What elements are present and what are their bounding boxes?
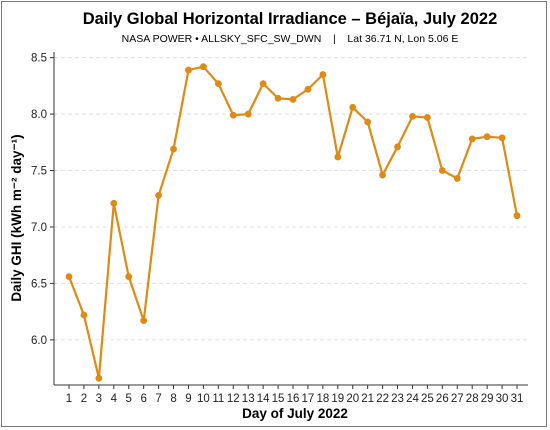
x-tick-label: 12	[227, 393, 240, 405]
y-tick-label: 7.5	[31, 166, 47, 178]
data-point	[364, 118, 372, 126]
x-tick-labels: 1 2 3 4 5 6 7 8 9 10 11 12 13 14 15 16 17 18 19 20 21 22 23 24 2…	[66, 393, 524, 405]
x-tick-label: 19	[331, 393, 344, 405]
y-axis-title: Daily GHI (kWh m⁻² day⁻¹)	[9, 134, 24, 301]
data-point	[214, 80, 222, 88]
data-point	[379, 171, 386, 179]
x-tick-label: 10	[197, 393, 210, 405]
y-tick-label: 7.0	[31, 222, 47, 234]
y-tick-label: 6.5	[31, 278, 47, 290]
x-tick-label: 23	[391, 393, 404, 405]
y-tick-label: 8.0	[31, 109, 47, 121]
data-point	[110, 199, 118, 207]
x-tick-label: 24	[406, 393, 419, 405]
x-tick-label: 17	[302, 393, 315, 405]
x-tick-label: 26	[436, 393, 449, 405]
data-point	[409, 112, 416, 120]
x-tick-label: 9	[185, 393, 191, 405]
data-point	[453, 175, 461, 182]
data-point	[304, 85, 312, 93]
data-point	[424, 114, 431, 121]
y-tick-label: 8.5	[31, 53, 47, 65]
series-ghi	[65, 63, 521, 382]
data-point	[244, 110, 252, 118]
y-tick-label: 6.0	[31, 335, 47, 347]
data-point	[468, 135, 476, 143]
x-tick-label: 13	[242, 393, 255, 405]
chart-title: Daily Global Horizontal Irradiance – Béj…	[83, 10, 498, 28]
data-point	[65, 273, 73, 281]
x-tick-label: 16	[287, 393, 300, 405]
y-tick-labels: 6.0 6.5 7.0 7.5 8.0 8.5	[31, 53, 47, 347]
x-tick-label: 15	[272, 393, 285, 405]
data-point	[334, 153, 342, 161]
data-point	[438, 167, 446, 174]
x-tick-label: 8	[170, 393, 176, 405]
x-tick-label: 1	[66, 393, 72, 405]
x-tick-label: 31	[511, 393, 524, 405]
gridlines	[54, 57, 528, 341]
x-tick-label: 6	[140, 393, 146, 405]
x-tick-label: 4	[111, 393, 118, 405]
series-line	[67, 65, 519, 380]
data-point	[140, 317, 148, 325]
x-tick-label: 22	[376, 393, 389, 405]
data-point	[274, 94, 282, 102]
x-tick-label: 3	[96, 393, 102, 405]
data-point	[170, 145, 177, 153]
data-point	[483, 133, 491, 141]
data-point	[200, 63, 207, 71]
x-tick-label: 30	[496, 393, 509, 405]
axes	[50, 52, 528, 389]
data-point	[513, 212, 521, 220]
x-tick-label: 20	[346, 393, 359, 405]
x-tick-label: 21	[361, 393, 374, 405]
x-tick-label: 27	[451, 393, 464, 405]
data-point	[125, 273, 133, 281]
data-point	[259, 80, 267, 88]
x-tick-label: 5	[126, 393, 132, 405]
data-point	[80, 311, 88, 319]
data-point	[319, 71, 327, 78]
x-tick-label: 2	[81, 393, 87, 405]
data-point	[349, 103, 357, 111]
x-tick-label: 14	[257, 393, 270, 405]
x-tick-label: 28	[466, 393, 479, 405]
x-tick-label: 29	[481, 393, 494, 405]
data-point	[155, 191, 163, 199]
data-point	[498, 134, 506, 142]
x-axis-title: Day of July 2022	[242, 406, 348, 421]
data-point	[95, 374, 103, 382]
x-tick-label: 11	[212, 393, 224, 405]
x-tick-label: 25	[421, 393, 434, 405]
chart-subtitle: NASA POWER • ALLSKY_SFC_SW_DWN | Lat 36.…	[122, 33, 459, 45]
x-tick-label: 18	[316, 393, 329, 405]
data-point	[394, 143, 401, 151]
data-point	[185, 66, 192, 74]
x-tick-label: 7	[155, 393, 161, 405]
data-point	[229, 111, 237, 119]
data-point	[289, 96, 297, 103]
